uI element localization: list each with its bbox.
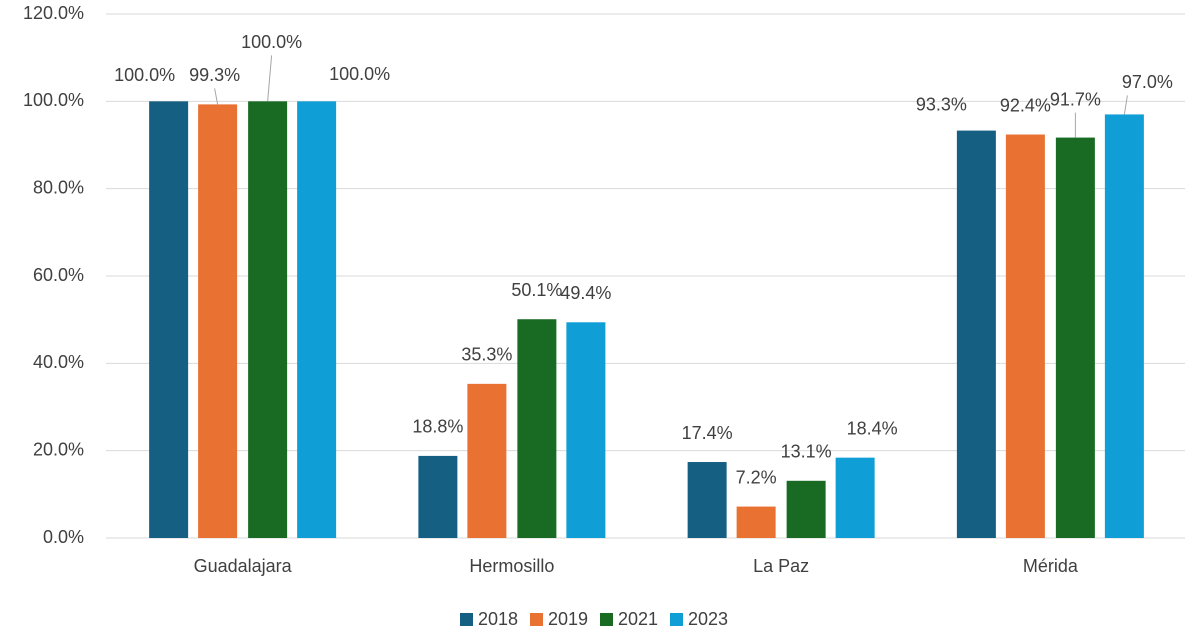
- legend-swatch: [670, 613, 683, 626]
- leader-line: [267, 55, 273, 102]
- y-tick-label: 20.0%: [33, 439, 84, 459]
- bar: [198, 104, 238, 538]
- data-label: 97.0%: [1122, 72, 1173, 92]
- data-label: 92.4%: [1000, 95, 1051, 115]
- x-tick-label: Mérida: [1023, 556, 1079, 576]
- leader-line: [1123, 95, 1128, 115]
- bar: [1055, 137, 1095, 538]
- y-tick-label: 100.0%: [23, 90, 84, 110]
- legend-swatch: [530, 613, 543, 626]
- data-label: 17.4%: [682, 423, 733, 443]
- bar: [566, 322, 606, 538]
- data-label: 100.0%: [114, 65, 175, 85]
- legend-swatch: [460, 613, 473, 626]
- y-tick-label: 40.0%: [33, 352, 84, 372]
- data-label: 100.0%: [329, 64, 390, 84]
- leader-line: [214, 88, 219, 105]
- bar: [517, 319, 557, 538]
- data-label: 91.7%: [1050, 89, 1101, 109]
- legend-label: 2019: [548, 609, 588, 629]
- x-tick-label: La Paz: [753, 556, 809, 576]
- bar: [736, 506, 776, 538]
- bar: [835, 457, 875, 538]
- bar: [467, 383, 507, 538]
- bar: [1005, 134, 1045, 538]
- data-label: 18.8%: [412, 417, 463, 437]
- data-label: 13.1%: [781, 442, 832, 462]
- data-label: 99.3%: [189, 65, 240, 85]
- y-tick-label: 0.0%: [43, 527, 84, 547]
- data-label: 18.4%: [847, 418, 898, 438]
- bar: [1104, 114, 1144, 538]
- x-tick-label: Guadalajara: [194, 556, 293, 576]
- data-label: 50.1%: [511, 280, 562, 300]
- bar: [418, 455, 458, 538]
- x-tick-label: Hermosillo: [469, 556, 554, 576]
- data-label: 93.3%: [916, 94, 967, 114]
- legend-swatch: [600, 613, 613, 626]
- bar: [956, 130, 996, 538]
- data-label: 100.0%: [241, 32, 302, 52]
- bar: [297, 101, 337, 538]
- data-label: 35.3%: [461, 345, 512, 365]
- bar: [149, 101, 189, 538]
- data-label: 49.4%: [560, 283, 611, 303]
- bar: [687, 462, 727, 538]
- legend-label: 2023: [688, 609, 728, 629]
- y-tick-label: 120.0%: [23, 3, 84, 23]
- bar: [248, 101, 288, 538]
- bar: [786, 480, 826, 538]
- data-label: 7.2%: [736, 467, 777, 487]
- y-tick-label: 60.0%: [33, 265, 84, 285]
- legend-label: 2018: [478, 609, 518, 629]
- y-tick-label: 80.0%: [33, 177, 84, 197]
- legend-label: 2021: [618, 609, 658, 629]
